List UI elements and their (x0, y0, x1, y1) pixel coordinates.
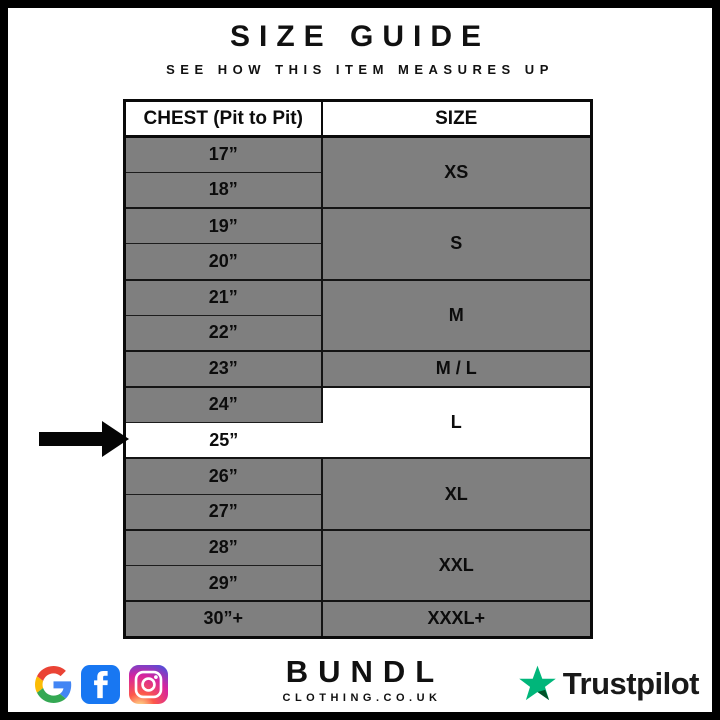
table-row: 18” (124, 171, 592, 209)
google-icon[interactable] (35, 666, 72, 703)
page-title: SIZE GUIDE (229, 20, 491, 53)
size-cell-xl: XL (320, 457, 592, 531)
social-links (35, 665, 168, 704)
chest-cell: 18” (124, 171, 322, 209)
size-cell-xxl: XXL (320, 528, 592, 602)
chest-cell: 19” (124, 207, 322, 245)
table-row: 23” M / L (124, 350, 592, 388)
chest-cell: 26” (124, 457, 322, 495)
chest-cell: 21” (124, 278, 322, 316)
row-pointer-arrow-icon (39, 421, 129, 457)
chest-cell: 22” (124, 314, 322, 352)
size-cell-m: M (320, 278, 592, 352)
table-row: 19” S (124, 207, 592, 280)
table-row: 26” XL (124, 457, 592, 531)
table-row: 20” (124, 243, 592, 280)
brand-domain: CLOTHING.CO.UK (282, 692, 442, 704)
size-cell-xxxl: XXXL+ (320, 600, 592, 638)
trustpilot-label: Trustpilot (562, 665, 700, 701)
table-row: 29” (124, 565, 592, 602)
size-cell-l-highlighted: L (321, 385, 592, 459)
chest-cell: 28” (124, 528, 322, 566)
table-row: 21” M (124, 278, 592, 352)
table-row: 17” XS (124, 135, 592, 209)
chest-cell: 30”+ (124, 600, 322, 638)
trustpilot-logo[interactable]: Trustpilot (518, 664, 700, 703)
table-row: 28” XXL (124, 528, 592, 602)
size-guide-table: CHEST (Pit to Pit) SIZE 17” XS 18” 19” S… (123, 99, 593, 639)
chest-cell: 20” (124, 243, 322, 280)
table-row: 30”+ XXXL+ (124, 600, 592, 638)
table-header-row: CHEST (Pit to Pit) SIZE (124, 100, 592, 138)
chest-cell: 17” (124, 135, 322, 173)
size-cell-xs: XS (320, 135, 592, 209)
brand-logo: BUNDL CLOTHING.CO.UK (276, 654, 445, 704)
trustpilot-star-icon (519, 665, 556, 701)
size-cell-s: S (320, 207, 592, 280)
column-header-chest: CHEST (Pit to Pit) (124, 100, 322, 138)
chest-cell-highlighted: 25” (124, 422, 322, 459)
table-row: 27” (124, 493, 592, 531)
facebook-icon[interactable] (81, 665, 120, 704)
instagram-icon[interactable] (129, 665, 168, 704)
size-cell-ml: M / L (320, 350, 592, 388)
column-header-size: SIZE (320, 100, 592, 138)
chest-cell: 27” (124, 493, 322, 531)
page-subtitle: SEE HOW THIS ITEM MEASURES UP (166, 62, 554, 77)
chest-cell: 29” (124, 565, 322, 602)
table-row: 24” L (124, 385, 592, 459)
brand-name: BUNDL (285, 654, 445, 689)
chest-cell: 23” (124, 350, 322, 388)
chest-cell: 24” (124, 385, 323, 423)
